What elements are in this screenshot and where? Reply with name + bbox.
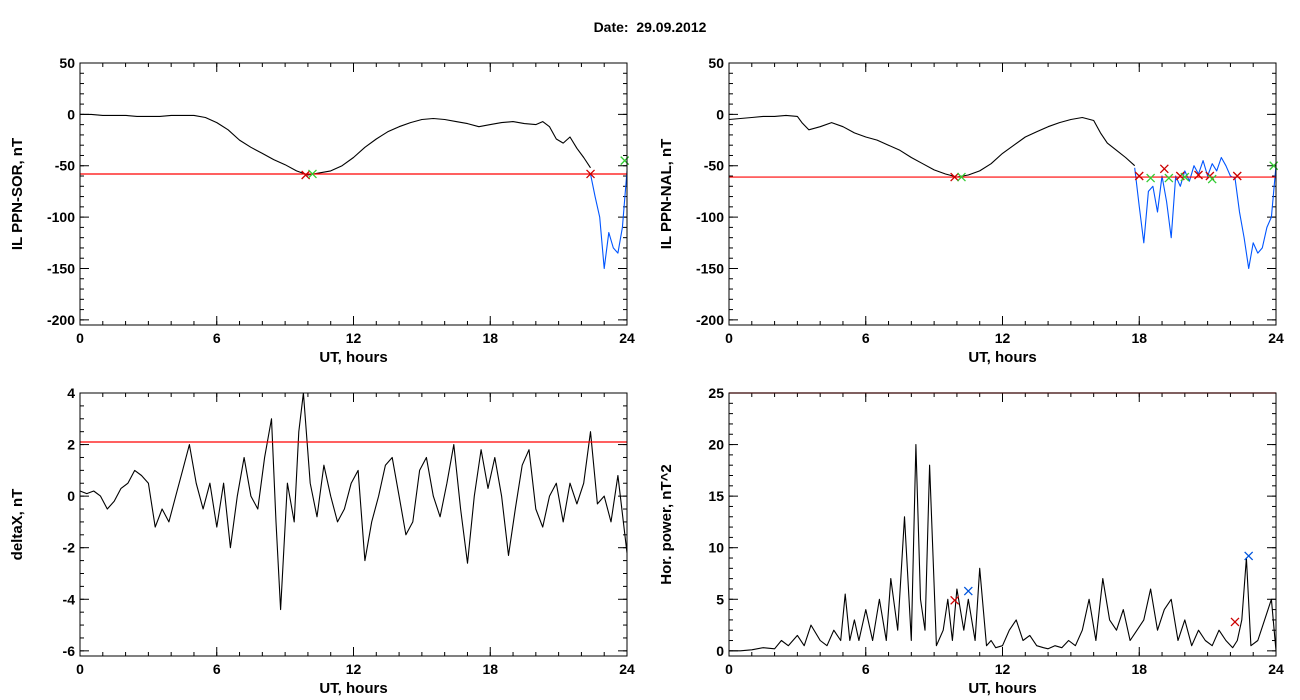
- y-tick-label: 4: [67, 385, 75, 401]
- cross-marker: [950, 595, 960, 605]
- cross-marker: [308, 169, 317, 179]
- series-line-main: [728, 114, 1136, 178]
- panel-nal: 0 6 12 18 24 50 0 -50 -100 -150 -200 UT, hours IL PP…: [658, 55, 1284, 366]
- x-axis-title: UT, hours: [319, 349, 387, 366]
- y-tick-label: -50: [55, 158, 75, 174]
- x-tick-label: 18: [482, 330, 498, 346]
- y-axis-title: IL PPN-SOR, nT: [9, 138, 26, 250]
- y-tick-label: -4: [63, 591, 76, 607]
- series-line-storm: [589, 170, 628, 270]
- y-tick-label: -2: [63, 540, 76, 556]
- series-line-main: [729, 444, 1277, 652]
- x-axis-title: UT, hours: [968, 349, 1036, 366]
- cross-marker: [1230, 617, 1240, 627]
- x-tick-label: 12: [346, 661, 362, 677]
- x-tick-label: 6: [213, 661, 221, 677]
- y-tick-label: 20: [708, 437, 724, 453]
- panel-power: 0 6 12 18 24 25 20 15 10 5 0 UT, hours Hor. power, n…: [658, 385, 1284, 697]
- x-tick-label: 6: [862, 661, 870, 677]
- y-tick-label: 5: [716, 591, 724, 607]
- cross-marker: [1164, 173, 1174, 183]
- plot-frame: [79, 392, 628, 657]
- date-title: Date: 29.09.2012: [593, 19, 707, 35]
- x-tick-label: 6: [862, 330, 870, 346]
- x-tick-label: 24: [619, 661, 635, 677]
- x-tick-label: 0: [76, 661, 84, 677]
- cross-marker: [1146, 173, 1156, 183]
- y-tick-label: 50: [708, 55, 724, 71]
- x-tick-label: 0: [76, 330, 84, 346]
- y-tick-label: 50: [59, 55, 75, 71]
- y-tick-label: -200: [696, 312, 724, 328]
- x-tick-label: 24: [619, 330, 635, 346]
- y-tick-label: -100: [696, 209, 724, 225]
- y-tick-label: 0: [67, 106, 75, 122]
- x-tick-label: 0: [725, 330, 733, 346]
- y-tick-label: -150: [696, 260, 724, 276]
- panel-deltax: 0 6 12 18 24 4 2 0 -2 -4 -6 UT, hours deltaX, nT: [9, 385, 635, 697]
- cross-marker: [957, 172, 966, 182]
- y-tick-label: -150: [47, 260, 75, 276]
- cross-marker: [1232, 171, 1242, 181]
- cross-marker: [963, 586, 973, 596]
- cross-marker: [1134, 171, 1144, 181]
- plot-frame: [728, 62, 1277, 326]
- series-line-main: [79, 392, 628, 611]
- y-tick-label: 2: [67, 437, 75, 453]
- y-tick-label: -100: [47, 209, 75, 225]
- y-tick-label: 15: [708, 488, 724, 504]
- plot-frame: [79, 62, 628, 326]
- cross-marker: [1194, 170, 1203, 180]
- x-tick-label: 24: [1268, 330, 1284, 346]
- cross-marker: [1180, 172, 1190, 182]
- cross-marker: [1207, 174, 1217, 184]
- x-tick-label: 12: [346, 330, 362, 346]
- y-tick-label: -200: [47, 312, 75, 328]
- y-axis-title: deltaX, nT: [9, 489, 26, 561]
- y-tick-label: 10: [708, 540, 724, 556]
- x-axis-title: UT, hours: [968, 680, 1036, 697]
- x-tick-label: 12: [995, 330, 1011, 346]
- x-tick-label: 18: [1131, 661, 1147, 677]
- cross-marker: [620, 156, 630, 166]
- y-tick-label: -6: [63, 643, 76, 659]
- y-axis-title: Hor. power, nT^2: [658, 464, 675, 584]
- cross-marker: [1159, 164, 1169, 174]
- plot-frame: [728, 392, 1277, 657]
- x-axis-title: UT, hours: [319, 680, 387, 697]
- x-tick-label: 6: [213, 330, 221, 346]
- cross-marker: [586, 169, 595, 179]
- y-tick-label: 0: [67, 488, 75, 504]
- x-tick-label: 0: [725, 661, 733, 677]
- x-tick-label: 24: [1268, 661, 1284, 677]
- cross-marker: [1244, 551, 1254, 561]
- x-tick-label: 12: [995, 661, 1011, 677]
- series-line-main: [80, 113, 591, 176]
- y-tick-label: 25: [708, 385, 724, 401]
- x-tick-label: 18: [482, 661, 498, 677]
- y-tick-label: 0: [716, 106, 724, 122]
- cross-marker: [950, 172, 960, 182]
- y-tick-label: -50: [704, 158, 724, 174]
- y-tick-label: 0: [716, 643, 724, 659]
- y-axis-title: IL PPN-NAL, nT: [658, 139, 675, 250]
- panel-sor: 0 6 12 18 24 50 0 -50 -100 -150 -200 UT, hours IL PP…: [9, 55, 635, 366]
- series-line-storm: [1134, 156, 1277, 270]
- x-tick-label: 18: [1131, 330, 1147, 346]
